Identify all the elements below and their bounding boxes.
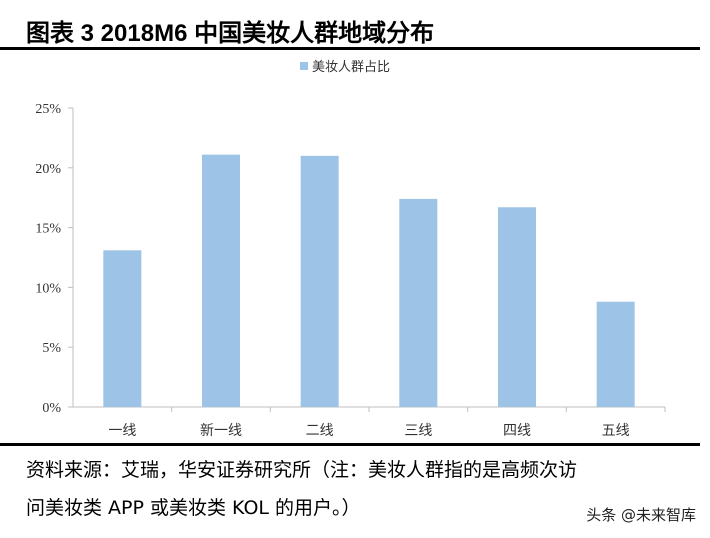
legend-label: 美妆人群占比 (312, 60, 391, 75)
y-tick-label: 25% (35, 102, 61, 117)
x-tick-label: 一线 (108, 423, 136, 439)
x-tick-label: 四线 (503, 423, 531, 439)
y-tick-label: 20% (35, 162, 61, 177)
bar-4 (399, 198, 438, 407)
legend: 美妆人群占比 (300, 56, 390, 75)
bar-chart: 0% 5% 10% 15% 20% 25% 一线 新一线 二线 三线 四线 五线 (35, 102, 666, 439)
source-note-line1: 资料来源：艾瑞，华安证券研究所（注：美妆人群指的是高频次访 (26, 459, 578, 481)
bar-1 (103, 250, 142, 407)
chart-title: 图表 3 2018M6 中国美妆人群地域分布 (26, 20, 435, 47)
bar-6 (596, 301, 635, 407)
y-tick-label: 15% (35, 222, 61, 237)
x-tick-label: 三线 (404, 423, 432, 439)
footer-divider (0, 443, 700, 446)
watermark: 头条 @未来智库 (586, 506, 696, 524)
bar-5 (498, 207, 536, 407)
y-tick-label: 5% (42, 341, 61, 356)
y-tick-label: 10% (35, 281, 61, 296)
x-tick-label: 新一线 (200, 423, 242, 439)
legend-swatch (300, 61, 308, 70)
bar-2 (202, 154, 240, 407)
x-tick-label: 五线 (602, 423, 630, 439)
bar-3 (300, 155, 339, 407)
title-divider (0, 47, 700, 50)
source-note-line2: 问美妆类 APP 或美妆类 KOL 的用户。） (26, 497, 361, 519)
y-tick-label: 0% (42, 401, 61, 416)
x-tick-label: 二线 (306, 423, 334, 439)
